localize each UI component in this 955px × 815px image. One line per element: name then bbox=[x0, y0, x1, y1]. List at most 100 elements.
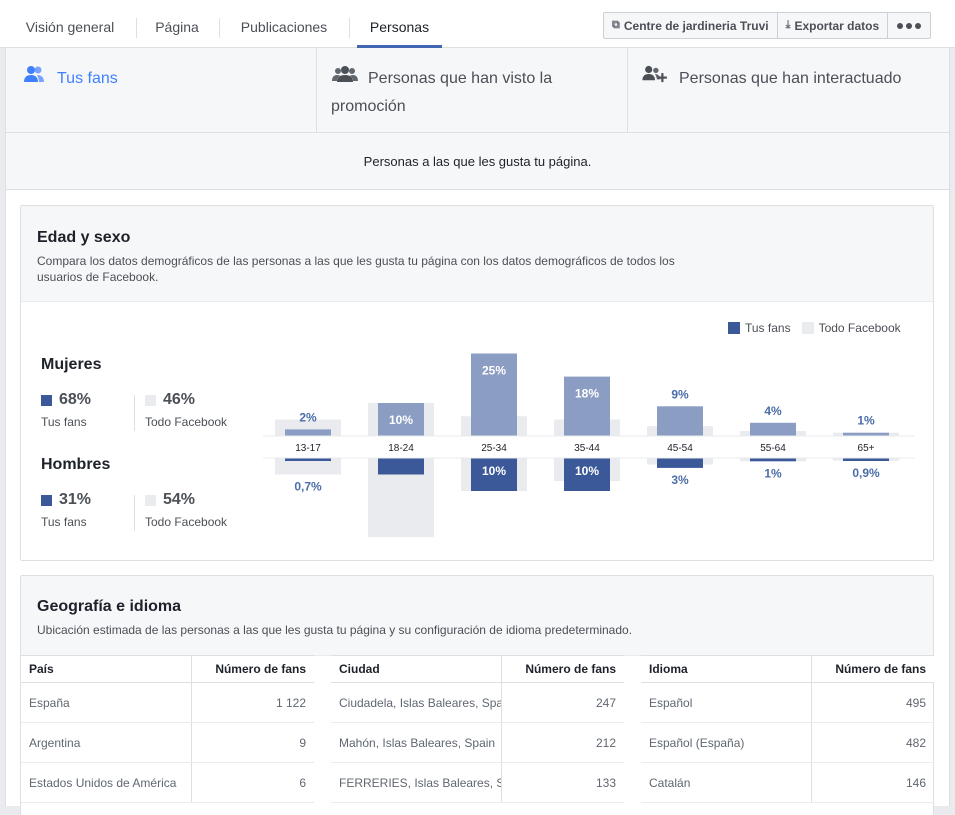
table-row[interactable]: Español 495 bbox=[641, 683, 934, 723]
geography-card: Geografía e idioma Ubicación estimada de… bbox=[20, 575, 934, 815]
subtab-divider bbox=[316, 48, 317, 133]
tab-posts[interactable]: Publicaciones bbox=[240, 19, 328, 35]
women-all-stat: 46% Todo Facebook bbox=[145, 391, 227, 429]
card-header: Edad y sexo Compara los datos demográfic… bbox=[21, 206, 933, 302]
cell-fans: 9 bbox=[299, 735, 306, 750]
table-row[interactable]: España 1 122 bbox=[21, 683, 314, 723]
women-data-label: 1% bbox=[857, 414, 875, 428]
cell-country: Argentina bbox=[21, 723, 192, 762]
column-header[interactable]: Número de fans bbox=[835, 662, 926, 676]
fans-women-bar bbox=[657, 406, 703, 436]
export-button[interactable]: ⤓ Exportar datos bbox=[778, 13, 889, 38]
men-all-label: Todo Facebook bbox=[145, 515, 228, 529]
more-options-button[interactable] bbox=[888, 13, 930, 38]
stat-divider bbox=[134, 395, 135, 431]
cell-city: Ciudadela, Islas Baleares, Spain bbox=[331, 683, 502, 722]
card-title: Edad y sexo bbox=[37, 229, 131, 246]
table-header: Ciudad Número de fans bbox=[331, 655, 624, 683]
fans-swatch bbox=[41, 494, 52, 506]
age-tick-label: 18-24 bbox=[388, 443, 414, 454]
legend-label-all: Todo Facebook bbox=[818, 321, 901, 335]
fans-icon bbox=[24, 66, 44, 82]
people-reached-icon bbox=[332, 66, 358, 82]
men-fans-label: Tus fans bbox=[41, 515, 87, 529]
column-header[interactable]: País bbox=[21, 656, 192, 682]
tab-overview[interactable]: Visión general bbox=[25, 19, 115, 35]
subtab-people-reached[interactable]: Personas que han visto la promoción bbox=[316, 48, 627, 133]
table-row[interactable]: Español (España) 482 bbox=[641, 723, 934, 763]
women-heading: Mujeres bbox=[41, 356, 102, 373]
subtab-divider bbox=[627, 48, 628, 133]
legend-swatch-all bbox=[801, 322, 814, 334]
age-tick-label: 55-64 bbox=[760, 443, 786, 454]
age-gender-chart: 13-172%0,7%18-2410%5%25-3425%10%35-4418%… bbox=[263, 353, 915, 538]
fans-women-bar bbox=[285, 429, 331, 436]
all-facebook-men-bar bbox=[275, 458, 341, 475]
column-header[interactable]: Idioma bbox=[641, 656, 812, 682]
column-header[interactable]: Número de fans bbox=[525, 662, 616, 676]
subtab-label-line2: promoción bbox=[331, 98, 406, 115]
card-description: Compara los datos demográficos de las pe… bbox=[37, 254, 675, 284]
women-stats: Mujeres 68% Tus fans 46% Todo Facebook bbox=[41, 356, 227, 431]
men-heading: Hombres bbox=[41, 456, 111, 473]
table-row[interactable]: Estados Unidos de América 6 bbox=[21, 763, 314, 803]
tab-page[interactable]: Página bbox=[155, 19, 199, 35]
column-header[interactable]: Número de fans bbox=[215, 662, 306, 676]
men-data-label: 0,9% bbox=[852, 466, 880, 480]
tab-divider bbox=[349, 18, 350, 38]
audience-description: Personas a las que les gusta tu página. bbox=[5, 133, 950, 190]
tab-people[interactable]: Personas bbox=[357, 0, 442, 48]
table-row[interactable]: Catalán 146 bbox=[641, 763, 934, 803]
men-data-label: 10% bbox=[482, 464, 506, 478]
women-data-label: 10% bbox=[389, 413, 413, 427]
all-swatch bbox=[145, 494, 156, 506]
export-button-label: Exportar datos bbox=[794, 18, 880, 33]
card-header: Geografía e idioma Ubicación estimada de… bbox=[21, 576, 933, 656]
cell-country: Estados Unidos de América bbox=[21, 763, 192, 802]
cell-language: Catalán bbox=[641, 763, 812, 802]
table-row[interactable]: Argentina 9 bbox=[21, 723, 314, 763]
more-icon bbox=[897, 22, 922, 29]
women-data-label: 18% bbox=[575, 387, 599, 401]
age-tick-label: 35-44 bbox=[574, 443, 600, 454]
audience-subtabs: Tus fans Personas que han visto la promo… bbox=[5, 48, 950, 133]
subtab-label: Tus fans bbox=[57, 70, 118, 87]
people-engaged-icon bbox=[642, 65, 667, 83]
table-header: Idioma Número de fans bbox=[641, 655, 934, 683]
cell-fans: 1 122 bbox=[275, 695, 306, 710]
cell-fans: 247 bbox=[595, 695, 616, 710]
cell-fans: 495 bbox=[905, 695, 926, 710]
fans-women-bar bbox=[471, 353, 517, 436]
men-data-label: 0,7% bbox=[294, 480, 322, 494]
page-button-label: Centre de jardineria Truvi bbox=[623, 18, 769, 33]
table-row[interactable]: FERRERIES, Islas Baleares, Spain 133 bbox=[331, 763, 624, 803]
cell-city: Mahón, Islas Baleares, Spain bbox=[331, 723, 502, 762]
women-stat-row: 68% Tus fans 46% Todo Facebook bbox=[41, 391, 261, 431]
external-link-icon: ⧉ bbox=[612, 19, 620, 31]
men-fans-value: 31% bbox=[59, 491, 92, 508]
women-data-label: 2% bbox=[299, 410, 317, 424]
men-data-label: 1% bbox=[764, 466, 782, 480]
cell-fans: 212 bbox=[595, 735, 616, 750]
table-row[interactable]: Ciudadela, Islas Baleares, Spain 247 bbox=[331, 683, 624, 723]
page-button[interactable]: ⧉ Centre de jardineria Truvi bbox=[604, 13, 778, 38]
women-fans-label: Tus fans bbox=[41, 415, 87, 429]
subtab-people-engaged[interactable]: Personas que han interactuado bbox=[627, 48, 950, 133]
cell-language: Español bbox=[641, 683, 812, 722]
cell-language: Español (España) bbox=[641, 723, 812, 762]
fans-women-bar bbox=[750, 422, 796, 436]
legend-swatch-fans bbox=[728, 322, 740, 334]
fans-men-bar bbox=[843, 458, 889, 461]
subtab-your-fans[interactable]: Tus fans bbox=[6, 48, 316, 133]
fans-men-bar bbox=[564, 458, 610, 491]
men-stats: Hombres 31% Tus fans 54% Todo Facebook bbox=[41, 456, 227, 531]
column-header[interactable]: Ciudad bbox=[331, 656, 502, 682]
fans-swatch bbox=[41, 394, 52, 406]
men-data-label: 3% bbox=[671, 473, 689, 487]
men-all-value: 54% bbox=[163, 491, 196, 508]
table-row[interactable]: Mahón, Islas Baleares, Spain 212 bbox=[331, 723, 624, 763]
fans-women-bar bbox=[378, 403, 424, 436]
stat-divider bbox=[134, 495, 135, 531]
countries-table: País Número de fans España 1 122 Argentina… bbox=[21, 655, 314, 803]
chart-legend: Tus fans Todo Facebook bbox=[728, 321, 901, 335]
